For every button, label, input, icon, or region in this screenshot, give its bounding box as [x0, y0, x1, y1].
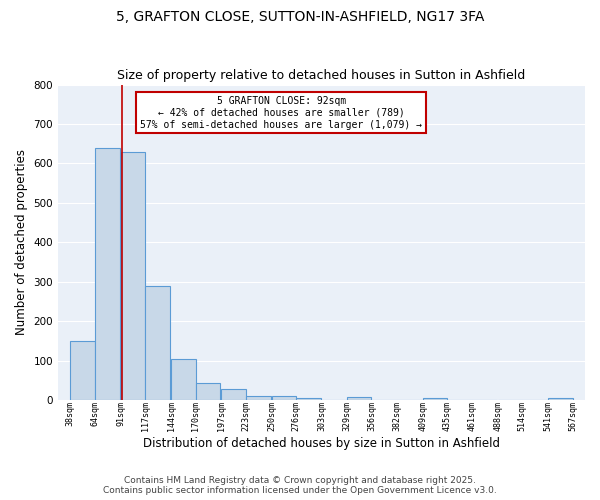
X-axis label: Distribution of detached houses by size in Sutton in Ashfield: Distribution of detached houses by size … — [143, 437, 500, 450]
Bar — [196, 384, 220, 400]
Bar — [221, 389, 246, 400]
Bar — [296, 398, 321, 400]
Text: 5 GRAFTON CLOSE: 92sqm
← 42% of detached houses are smaller (789)
57% of semi-de: 5 GRAFTON CLOSE: 92sqm ← 42% of detached… — [140, 96, 422, 130]
Bar — [171, 360, 196, 400]
Bar — [272, 396, 296, 400]
Bar — [548, 398, 572, 400]
Bar — [145, 286, 170, 400]
Bar — [422, 398, 448, 400]
Bar — [121, 152, 145, 400]
Text: Contains HM Land Registry data © Crown copyright and database right 2025.
Contai: Contains HM Land Registry data © Crown c… — [103, 476, 497, 495]
Y-axis label: Number of detached properties: Number of detached properties — [15, 150, 28, 336]
Text: 5, GRAFTON CLOSE, SUTTON-IN-ASHFIELD, NG17 3FA: 5, GRAFTON CLOSE, SUTTON-IN-ASHFIELD, NG… — [116, 10, 484, 24]
Bar — [95, 148, 120, 400]
Bar — [70, 341, 95, 400]
Title: Size of property relative to detached houses in Sutton in Ashfield: Size of property relative to detached ho… — [118, 69, 526, 82]
Bar — [347, 397, 371, 400]
Bar — [246, 396, 271, 400]
